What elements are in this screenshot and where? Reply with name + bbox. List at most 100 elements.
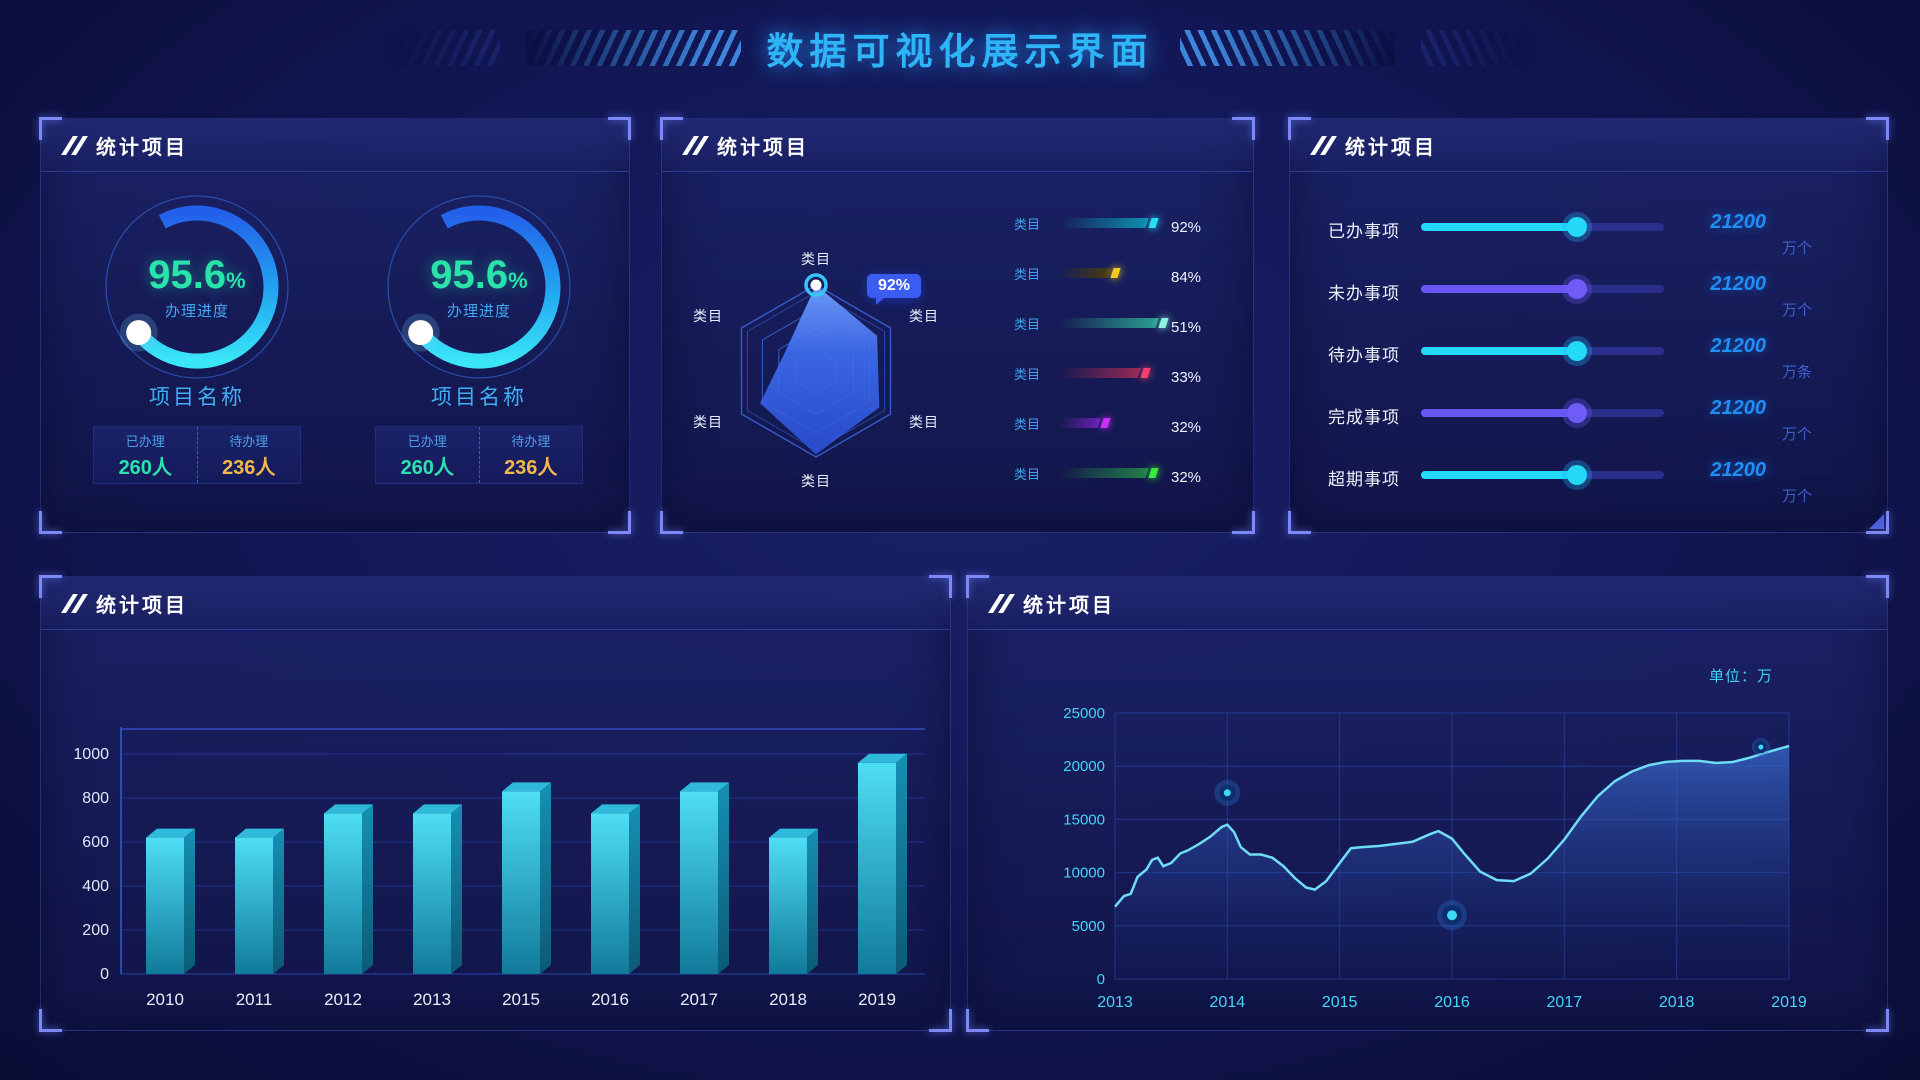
slider-track[interactable] bbox=[1421, 341, 1664, 361]
gauge-endpoint-dot bbox=[408, 320, 434, 346]
x-tick-label: 2019 bbox=[1771, 994, 1807, 1011]
corner-bracket-br bbox=[608, 511, 631, 534]
slider-label: 待办事项 bbox=[1328, 346, 1400, 365]
slider-track[interactable] bbox=[1421, 403, 1664, 423]
corner-bracket-bl bbox=[1288, 511, 1311, 534]
category-bar bbox=[1057, 468, 1149, 478]
slider-value: 21200 bbox=[1710, 211, 1766, 233]
header-slashes-left-dim bbox=[389, 29, 500, 66]
slider-handle[interactable] bbox=[1567, 403, 1587, 423]
category-label: 类目 bbox=[1014, 467, 1041, 482]
slider-handle[interactable] bbox=[1567, 279, 1587, 299]
category-label: 类目 bbox=[1014, 317, 1041, 332]
slider-label: 超期事项 bbox=[1328, 470, 1400, 489]
slider-track[interactable] bbox=[1421, 465, 1664, 485]
slider-row: 完成事项 21200 万个 bbox=[1290, 397, 1887, 457]
slider-value: 21200 bbox=[1710, 459, 1766, 481]
category-bar-cap bbox=[1148, 218, 1159, 228]
corner-bracket-tr bbox=[929, 575, 952, 598]
corner-bracket-br bbox=[1866, 511, 1889, 534]
slider-handle[interactable] bbox=[1567, 217, 1587, 237]
category-bar-row: 类目 32% bbox=[1014, 459, 1244, 487]
trend-line bbox=[1114, 744, 1790, 908]
gauge-ring-svg bbox=[105, 195, 289, 379]
y-tick-label: 400 bbox=[82, 878, 109, 895]
x-tick-label: 2018 bbox=[1659, 994, 1695, 1011]
radar-axis-label: 类目 bbox=[909, 414, 939, 430]
panel-title: 统计项目 bbox=[717, 136, 809, 159]
category-bar-cap bbox=[1110, 268, 1121, 278]
area-fill bbox=[1115, 746, 1789, 979]
stat-value: 260人 bbox=[400, 456, 454, 479]
category-bar bbox=[1057, 218, 1149, 228]
category-percent: 32% bbox=[1171, 469, 1202, 486]
x-tick-label: 2018 bbox=[769, 990, 807, 1009]
category-bar-row: 类目 33% bbox=[1014, 359, 1244, 387]
slider-row: 已办事项 21200 万个 bbox=[1290, 211, 1887, 271]
stat-done: 已办理 260人 bbox=[94, 427, 197, 483]
x-tick-label: 2014 bbox=[1210, 994, 1246, 1011]
x-tick-label: 2013 bbox=[1097, 994, 1133, 1011]
bar-2018 bbox=[769, 828, 818, 974]
panel-title: 统计项目 bbox=[96, 594, 188, 617]
radar-axis-label: 类目 bbox=[801, 251, 831, 267]
page-title: 数据可视化展示界面 bbox=[766, 30, 1154, 72]
y-tick-label: 200 bbox=[82, 922, 109, 939]
corner-bracket-br bbox=[1232, 511, 1255, 534]
progress-gauge: 95.6% 办理进度 项目名称 已办理 260人 待办理 236人 bbox=[57, 177, 337, 484]
gauge-ring: 95.6% 办理进度 bbox=[87, 177, 307, 397]
slider-handle[interactable] bbox=[1567, 465, 1587, 485]
category-label: 类目 bbox=[1014, 217, 1041, 232]
panel-stats-bars: 统计项目 0 200 400 600 800 1000 2010 2011 bbox=[39, 575, 952, 1032]
marker-dot bbox=[1437, 900, 1467, 931]
y-tick-label: 15000 bbox=[1063, 811, 1105, 828]
slider-track[interactable] bbox=[1421, 217, 1664, 237]
marker-dot bbox=[1214, 779, 1241, 806]
slider-unit: 万个 bbox=[1782, 488, 1813, 505]
bar-2019 bbox=[858, 753, 907, 974]
x-tick-label: 2015 bbox=[1322, 994, 1358, 1011]
y-tick-label: 1000 bbox=[73, 746, 109, 763]
slider-fill bbox=[1421, 223, 1577, 231]
stat-value: 236人 bbox=[222, 456, 276, 479]
slider-fill bbox=[1421, 347, 1577, 355]
slider-value: 21200 bbox=[1710, 273, 1766, 295]
corner-bracket-tr bbox=[1866, 575, 1889, 598]
marker-dot bbox=[1751, 738, 1770, 757]
corner-bracket-tr bbox=[608, 117, 631, 140]
category-bar-cap bbox=[1158, 318, 1169, 328]
slider-label: 完成事项 bbox=[1328, 408, 1400, 427]
gauge-stats-box: 已办理 260人 待办理 236人 bbox=[93, 426, 301, 484]
gauge-ring: 95.6% 办理进度 bbox=[369, 177, 589, 397]
x-tick-label: 2011 bbox=[236, 990, 273, 1009]
project-name: 项目名称 bbox=[149, 386, 245, 409]
x-tick-label: 2016 bbox=[1434, 994, 1470, 1011]
y-tick-label: 600 bbox=[82, 834, 109, 851]
double-slash-icon bbox=[682, 135, 709, 155]
corner-bracket-bl bbox=[660, 511, 683, 534]
stat-label: 已办理 bbox=[407, 433, 447, 449]
header-slashes-right bbox=[1179, 29, 1395, 66]
slider-unit: 万个 bbox=[1782, 302, 1813, 319]
category-percent: 51% bbox=[1171, 319, 1202, 336]
category-bar-row: 类目 84% bbox=[1014, 259, 1244, 287]
category-label: 类目 bbox=[1014, 417, 1041, 432]
panel-header: 统计项目 bbox=[662, 119, 1253, 172]
slider-fill bbox=[1421, 471, 1577, 479]
slider-row: 待办事项 21200 万条 bbox=[1290, 335, 1887, 395]
corner-bracket-br bbox=[929, 1009, 952, 1032]
slider-label: 未办事项 bbox=[1328, 284, 1400, 303]
category-percent: 84% bbox=[1171, 269, 1202, 286]
category-bar-row: 类目 92% bbox=[1014, 209, 1244, 237]
slider-track[interactable] bbox=[1421, 279, 1664, 299]
stat-pending: 待办理 236人 bbox=[196, 427, 301, 483]
x-tick-label: 2019 bbox=[858, 990, 896, 1009]
radar-ring bbox=[740, 284, 892, 458]
unit-label: 单位：万 bbox=[1708, 668, 1773, 685]
corner-bracket-tr bbox=[1866, 117, 1889, 140]
y-tick-label: 800 bbox=[82, 790, 109, 807]
category-bar bbox=[1057, 318, 1159, 328]
bar-2012 bbox=[324, 804, 373, 974]
slider-handle[interactable] bbox=[1567, 341, 1587, 361]
